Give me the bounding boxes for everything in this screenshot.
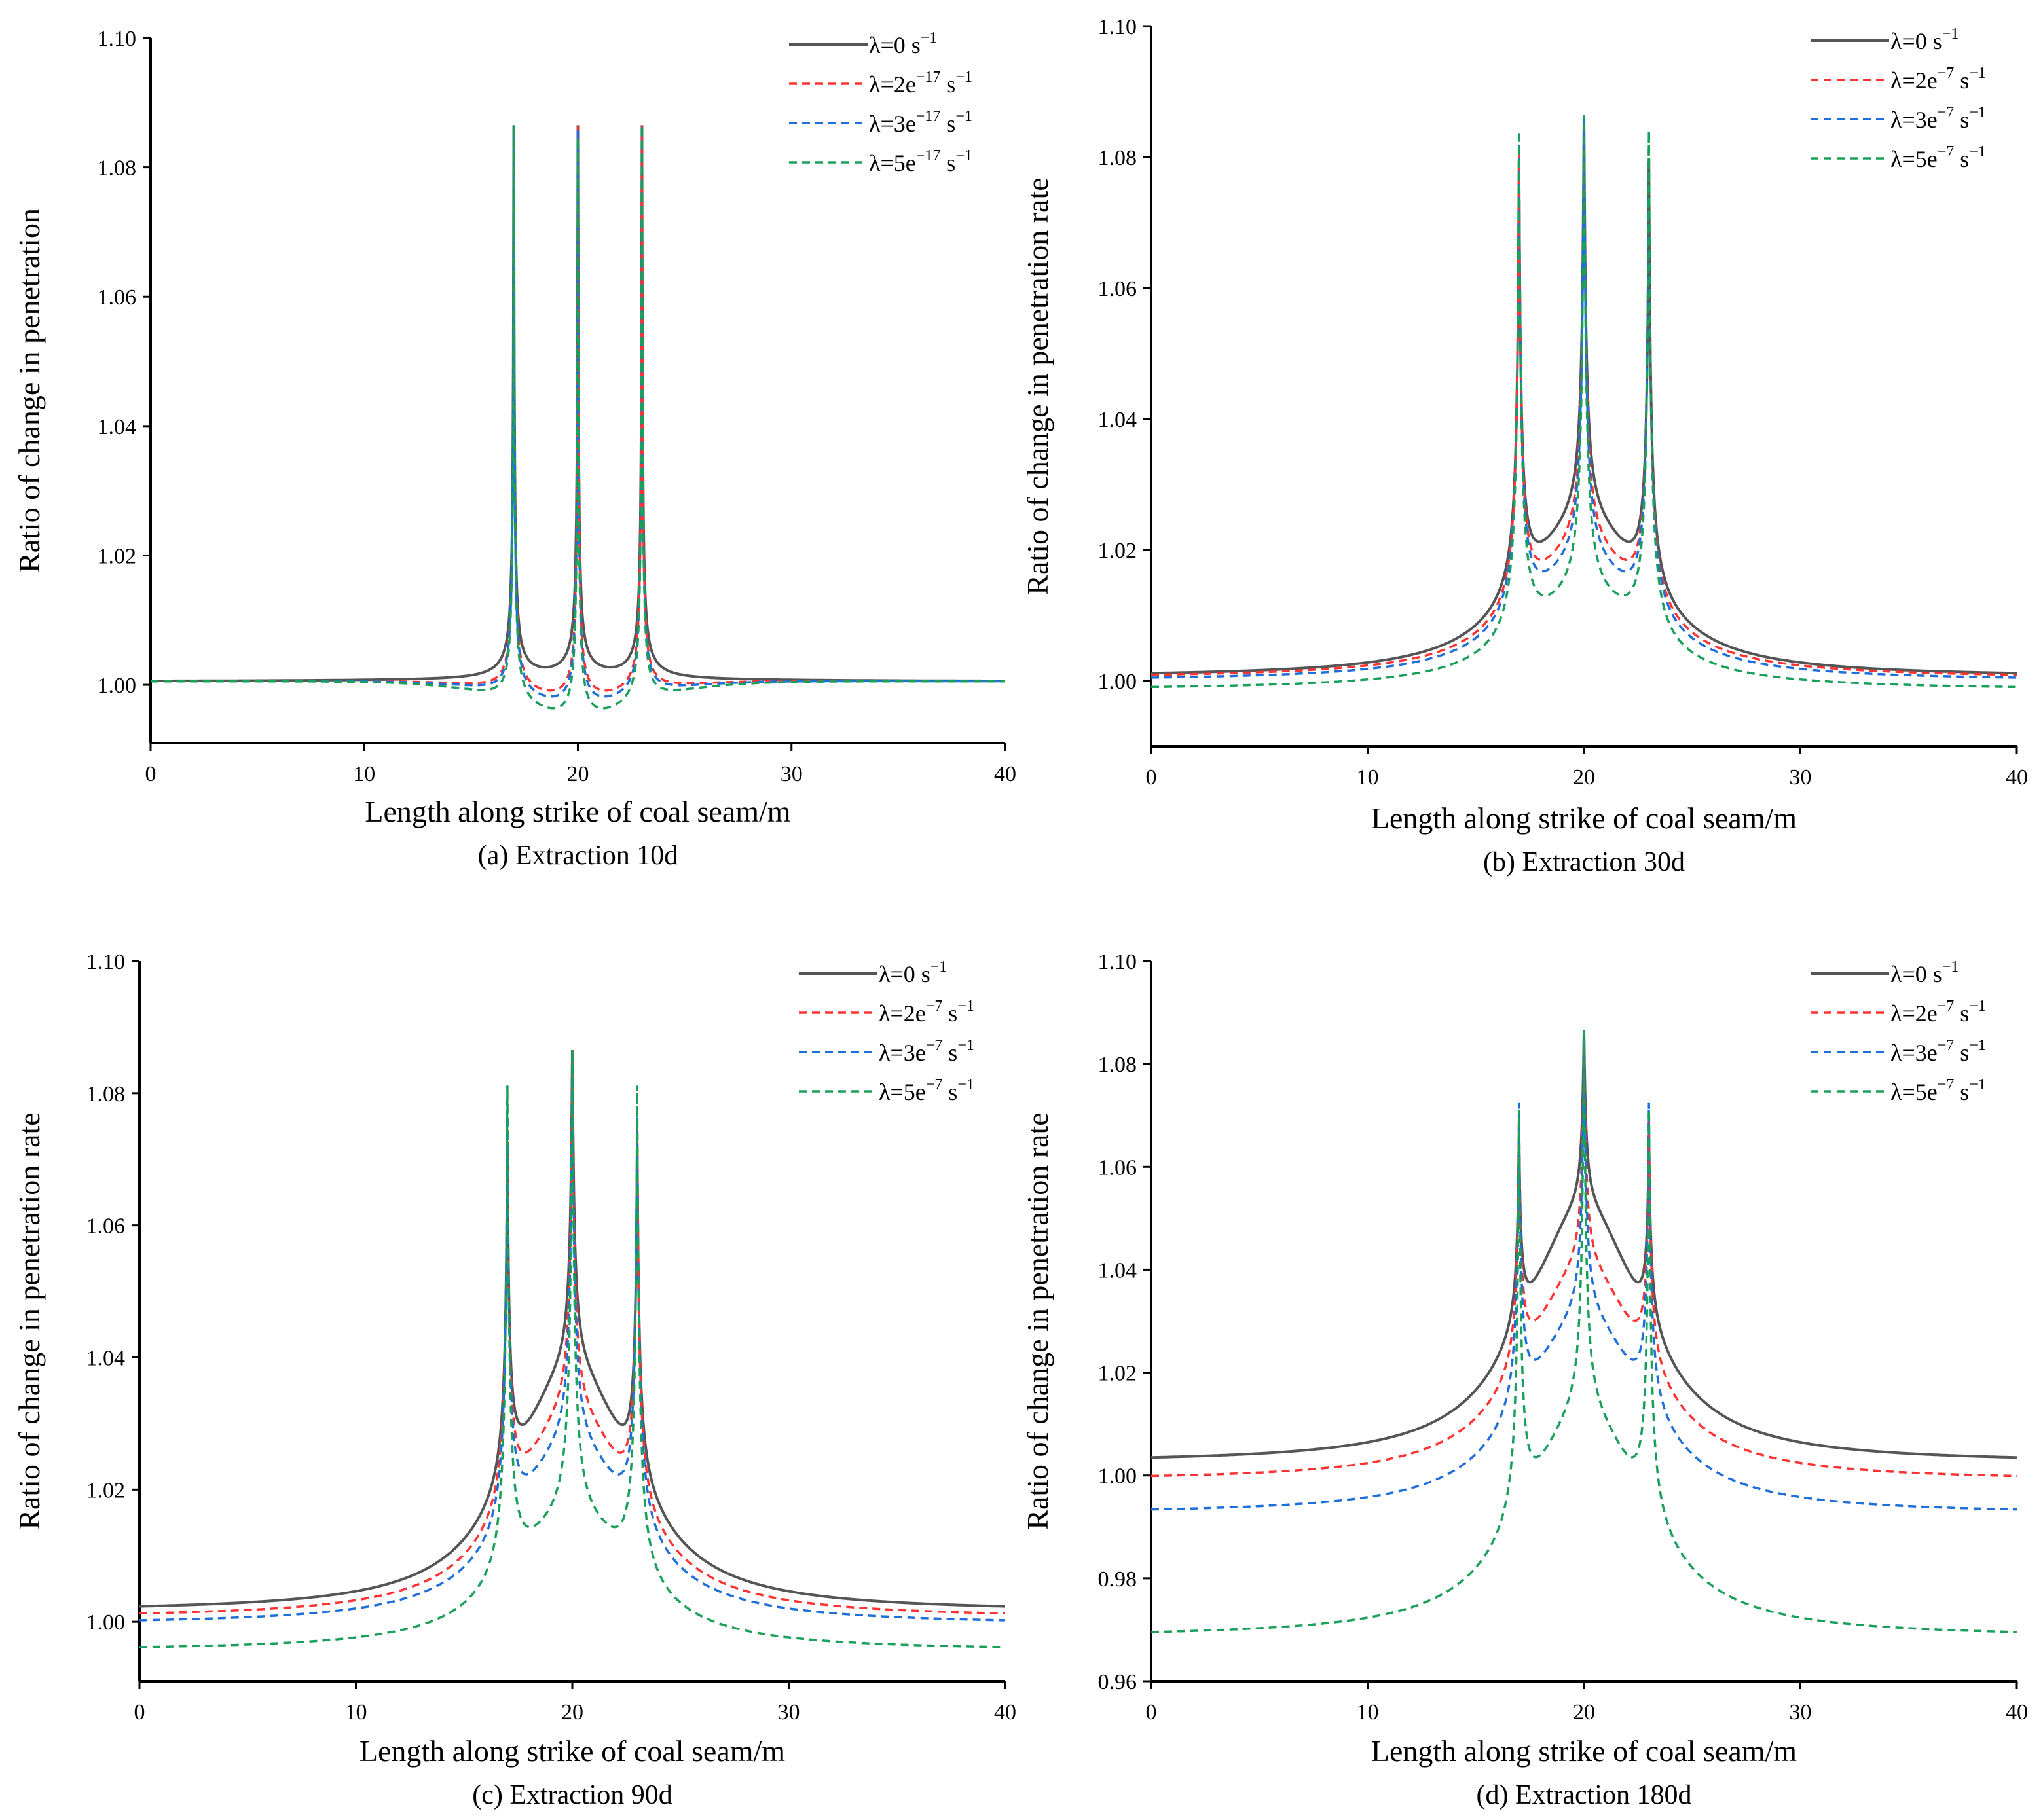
panel-caption: (a) Extraction 10d: [478, 841, 678, 871]
panel-caption: (c) Extraction 90d: [472, 1780, 672, 1810]
legend-label: λ=5e−7 s−1: [1890, 1076, 1986, 1105]
chart-panel-c: 1.00 1.02 1.04 1.06 1.08 1.10 0 10 20 30 40 Ratio o…: [12, 950, 1016, 1810]
series-line-2: [1151, 114, 2017, 679]
legend-label: λ=3e−7 s−1: [879, 1037, 974, 1066]
legend-label: λ=2e−7 s−1: [1890, 998, 1986, 1027]
y-tick-label: 1.04: [86, 1347, 126, 1371]
y-tick-label: 1.04: [1098, 408, 1137, 432]
series-line-3: [151, 125, 1005, 710]
y-tick-label: 1.04: [1098, 1258, 1137, 1283]
x-tick-label: 40: [994, 762, 1016, 786]
x-axis-title: Length along strike of coal seam/m: [365, 795, 790, 828]
x-tick-label: 10: [353, 762, 375, 786]
series-line-1: [139, 1050, 1005, 1615]
x-axis-title: Length along strike of coal seam/m: [1371, 801, 1797, 835]
y-tick-label: 0.96: [1098, 1670, 1137, 1694]
legend-label: λ=5e−17 s−1: [869, 147, 972, 176]
y-tick-label: 1.06: [1098, 277, 1137, 301]
series-line-3: [1150, 114, 2017, 689]
x-tick-label: 30: [778, 1700, 800, 1724]
x-tick-label: 30: [781, 762, 803, 786]
x-tick-label: 30: [1790, 1700, 1812, 1724]
legend-label: λ=2e−7 s−1: [1890, 65, 1986, 94]
y-tick-label: 1.06: [98, 285, 137, 310]
y-tick-label: 1.08: [98, 156, 137, 181]
x-tick-label: 0: [145, 762, 156, 786]
y-axis-title: Ratio of change in penetration: [12, 208, 46, 573]
y-tick-label: 1.08: [1098, 146, 1137, 170]
chart-panel-b: 1.00 1.02 1.04 1.06 1.08 1.10 0 10 20 30 40 Ratio o…: [1021, 15, 2028, 877]
x-tick-label: 0: [1146, 1700, 1157, 1724]
y-tick-label: 1.02: [1098, 539, 1137, 563]
x-tick-label: 20: [1573, 1700, 1595, 1724]
series-line-2: [1151, 1030, 2017, 1511]
legend-label: λ=5e−7 s−1: [879, 1076, 974, 1105]
y-tick-label: 1.10: [98, 27, 137, 51]
y-tick-label: 1.10: [1098, 950, 1137, 974]
legend-label: λ=3e−7 s−1: [1890, 1037, 1986, 1066]
x-tick-label: 20: [567, 762, 589, 786]
y-axis-title: Ratio of change in penetration rate: [1021, 177, 1054, 594]
legend-label: λ=3e−17 s−1: [869, 108, 972, 137]
y-tick-label: 1.10: [1098, 15, 1137, 39]
x-tick-label: 20: [1573, 765, 1595, 790]
y-tick-label: 1.00: [1098, 670, 1137, 694]
x-tick-label: 40: [2006, 1700, 2028, 1724]
y-tick-label: 1.08: [1098, 1053, 1137, 1077]
x-tick-label: 40: [994, 1700, 1016, 1724]
legend-label: λ=0 s−1: [1890, 958, 1959, 987]
legend-label: λ=0 s−1: [869, 29, 937, 58]
x-tick-label: 0: [1146, 765, 1157, 790]
x-tick-label: 10: [1357, 1700, 1379, 1724]
legend-label: λ=0 s−1: [879, 958, 947, 987]
y-tick-label: 1.10: [86, 950, 126, 974]
legend-label: λ=2e−17 s−1: [869, 69, 972, 98]
panel-caption: (b) Extraction 30d: [1483, 847, 1685, 877]
x-axis-title: Length along strike of coal seam/m: [1371, 1734, 1797, 1768]
x-tick-label: 20: [561, 1700, 583, 1724]
x-tick-label: 10: [1357, 765, 1379, 790]
y-tick-label: 0.98: [1098, 1567, 1137, 1592]
legend-label: λ=2e−7 s−1: [879, 998, 974, 1027]
chart-panel-d: 0.96 0.98 1.00 1.02 1.04 1.06 1.08 1.10 0 10 20 30 4…: [1021, 950, 2028, 1810]
x-tick-label: 40: [2006, 765, 2028, 790]
y-tick-label: 1.00: [98, 674, 137, 698]
y-tick-label: 1.02: [1098, 1362, 1137, 1386]
legend-label: λ=0 s−1: [1890, 26, 1959, 54]
y-tick-label: 1.00: [1098, 1465, 1137, 1489]
y-tick-label: 1.00: [86, 1611, 126, 1635]
y-tick-label: 1.02: [86, 1478, 126, 1502]
x-tick-label: 10: [345, 1700, 367, 1724]
y-tick-label: 1.04: [98, 415, 137, 439]
legend-label: λ=3e−7 s−1: [1890, 104, 1986, 133]
y-tick-label: 1.06: [86, 1214, 126, 1239]
y-tick-label: 1.08: [86, 1082, 126, 1106]
chart-panel-a: 1.00 1.02 1.04 1.06 1.08 1.10 0 10 20 30 40 Ratio o…: [12, 27, 1016, 871]
panel-caption: (d) Extraction 180d: [1477, 1780, 1692, 1810]
y-tick-label: 1.06: [1098, 1156, 1137, 1180]
x-tick-label: 0: [134, 1700, 145, 1724]
legend-label: λ=5e−7 s−1: [1890, 143, 1986, 172]
series-line-1: [1151, 114, 2017, 676]
series-line-2: [139, 1050, 1006, 1622]
series-line-3: [1150, 1030, 2017, 1633]
x-tick-label: 30: [1790, 765, 1812, 790]
y-axis-title: Ratio of change in penetration rate: [1021, 1112, 1054, 1529]
y-tick-label: 1.02: [98, 544, 137, 568]
y-axis-title: Ratio of change in penetration rate: [12, 1112, 46, 1529]
x-axis-title: Length along strike of coal seam/m: [359, 1734, 785, 1768]
series-line-3: [139, 1050, 1005, 1648]
